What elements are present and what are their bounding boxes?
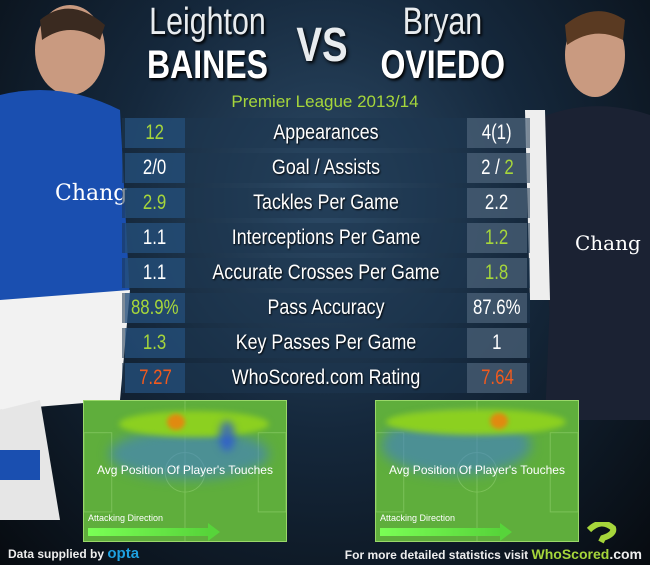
right-value: 1.2 xyxy=(485,226,509,249)
arrow-right-icon xyxy=(88,523,220,541)
right-value-cell: 4(1) xyxy=(467,118,527,148)
right-value-cell: 7.64 xyxy=(467,363,527,393)
stat-label: Goal / Assists xyxy=(271,156,381,179)
whoscored-logo: WhoScored xyxy=(531,546,610,562)
whoscored-credit-text: For more detailed statistics visit xyxy=(344,548,529,562)
left-value-cell: 12 xyxy=(125,118,185,148)
left-value: 88.9% xyxy=(131,296,179,319)
whoscored-question-mark-icon xyxy=(586,522,617,544)
arrow-right-icon xyxy=(380,523,512,541)
stat-label: Accurate Crosses Per Game xyxy=(212,261,440,284)
left-value-cell: 7.27 xyxy=(125,363,185,393)
row-background xyxy=(122,328,530,358)
row-background xyxy=(122,293,530,323)
row-background xyxy=(122,363,530,393)
stat-row: 12 Appearances 4(1) xyxy=(122,118,530,148)
stat-row: 1.1 Accurate Crosses Per Game 1.8 xyxy=(122,258,530,288)
left-value: 12 xyxy=(145,121,165,144)
left-value: 2.9 xyxy=(143,191,167,214)
stat-row: 88.9% Pass Accuracy 87.6% xyxy=(122,293,530,323)
svg-text:Chang: Chang xyxy=(575,231,641,255)
right-value-cell: 2 / 2 xyxy=(467,153,527,183)
left-value: 1.3 xyxy=(143,331,167,354)
row-background xyxy=(122,118,530,148)
row-background xyxy=(122,153,530,183)
whoscored-credit[interactable]: For more detailed statistics visit WhoSc… xyxy=(345,546,642,563)
right-value-cell: 1.2 xyxy=(467,223,527,253)
whoscored-logo-suffix: .com xyxy=(609,546,642,562)
stat-row: 1.3 Key Passes Per Game 1 xyxy=(122,328,530,358)
right-value: 4(1) xyxy=(482,121,512,144)
attacking-direction-label: Attacking Direction xyxy=(88,513,164,523)
heatmap-caption: Avg Position Of Player's Touches xyxy=(97,463,273,477)
right-value-assists: 2 xyxy=(504,156,514,179)
left-value-cell: 1.3 xyxy=(125,328,185,358)
left-player-first-name: Leighton xyxy=(149,1,266,43)
right-player-photo: Chang xyxy=(525,11,650,420)
right-value-cell: 87.6% xyxy=(467,293,527,323)
left-value-cell: 1.1 xyxy=(125,223,185,253)
right-value: 1 xyxy=(492,331,502,354)
left-value-cell: 1.1 xyxy=(125,258,185,288)
season-label: Premier League 2013/14 xyxy=(231,92,419,111)
right-value: 2.2 xyxy=(485,191,509,214)
stat-label: WhoScored.com Rating xyxy=(231,366,421,389)
row-background xyxy=(122,258,530,288)
left-player-last-name: BAINES xyxy=(147,43,268,87)
left-heatmap: Avg Position Of Player's Touches Attacki… xyxy=(83,400,287,542)
row-background xyxy=(122,223,530,253)
right-value: 1.8 xyxy=(485,261,509,284)
right-value-goals: 2 / xyxy=(480,156,504,179)
right-value-cell: 1 xyxy=(467,328,527,358)
data-credit-text: Data supplied by xyxy=(8,547,105,561)
right-player-first-name: Bryan xyxy=(402,1,483,43)
right-value: 87.6% xyxy=(473,296,521,319)
opta-logo: opta xyxy=(107,545,140,562)
heatmap-caption: Avg Position Of Player's Touches xyxy=(389,463,565,477)
stat-label: Key Passes Per Game xyxy=(235,331,417,354)
left-value: 7.27 xyxy=(138,366,172,389)
svg-text:Chang: Chang xyxy=(55,181,127,206)
right-value-cell: 2.2 xyxy=(467,188,527,218)
stat-label: Pass Accuracy xyxy=(267,296,385,319)
left-value-cell: 2.9 xyxy=(125,188,185,218)
stat-row: 7.27 WhoScored.com Rating 7.64 xyxy=(122,363,530,393)
stat-row: 1.1 Interceptions Per Game 1.2 xyxy=(122,223,530,253)
row-background xyxy=(122,188,530,218)
stat-label: Tackles Per Game xyxy=(253,191,399,214)
attacking-direction-label: Attacking Direction xyxy=(380,513,456,523)
stat-label: Appearances xyxy=(273,121,379,144)
right-value-cell: 1.8 xyxy=(467,258,527,288)
left-value: 1.1 xyxy=(143,261,167,284)
left-value-cell: 2/0 xyxy=(125,153,185,183)
data-credit: Data supplied by opta xyxy=(8,546,139,562)
right-value: 7.64 xyxy=(480,366,514,389)
left-value: 2/0 xyxy=(143,156,167,179)
left-value-cell: 88.9% xyxy=(125,293,185,323)
versus-label: VS xyxy=(296,19,348,72)
stat-row: 2/0 Goal / Assists 2 / 2 xyxy=(122,153,530,183)
right-heatmap: Avg Position Of Player's Touches Attacki… xyxy=(375,400,579,542)
left-value: 1.1 xyxy=(143,226,167,249)
left-player-photo: Chang xyxy=(0,5,130,520)
stat-label: Interceptions Per Game xyxy=(231,226,421,249)
right-player-last-name: OVIEDO xyxy=(380,43,505,87)
stat-row: 2.9 Tackles Per Game 2.2 xyxy=(122,188,530,218)
